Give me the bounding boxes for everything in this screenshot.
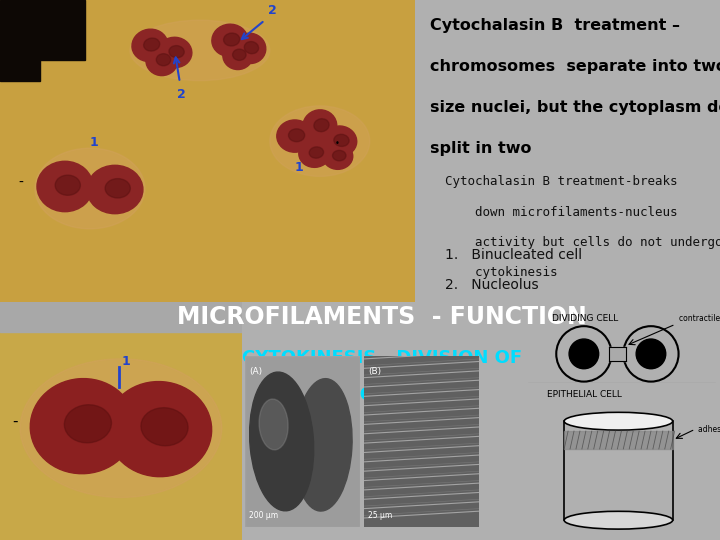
Text: 1: 1 bbox=[122, 355, 131, 368]
Text: cytokinesis: cytokinesis bbox=[445, 266, 558, 279]
Text: MICROFILAMENTS  - FUNCTION: MICROFILAMENTS - FUNCTION bbox=[177, 305, 588, 329]
Ellipse shape bbox=[35, 148, 145, 229]
Text: chromosomes  separate into two normal: chromosomes separate into two normal bbox=[430, 59, 720, 74]
Text: down microfilaments-nucleus: down microfilaments-nucleus bbox=[445, 206, 678, 219]
Ellipse shape bbox=[294, 379, 352, 511]
Text: activity but cells do not undergo: activity but cells do not undergo bbox=[445, 236, 720, 249]
Ellipse shape bbox=[564, 413, 672, 430]
Text: Cytochalasin B  treatment –: Cytochalasin B treatment – bbox=[430, 18, 680, 33]
Ellipse shape bbox=[30, 379, 135, 474]
Ellipse shape bbox=[323, 143, 353, 170]
Text: DIVIDING CELL: DIVIDING CELL bbox=[552, 314, 618, 323]
Ellipse shape bbox=[250, 372, 314, 511]
Text: 1.   Binucleated cell: 1. Binucleated cell bbox=[445, 248, 582, 262]
Ellipse shape bbox=[323, 126, 356, 156]
Ellipse shape bbox=[37, 161, 93, 212]
Ellipse shape bbox=[259, 399, 288, 450]
Ellipse shape bbox=[289, 129, 305, 141]
Ellipse shape bbox=[303, 110, 337, 142]
Text: Cytochalasin B treatment-breaks: Cytochalasin B treatment-breaks bbox=[445, 176, 678, 188]
Ellipse shape bbox=[309, 147, 323, 158]
Text: 2: 2 bbox=[268, 4, 276, 17]
Ellipse shape bbox=[130, 20, 270, 80]
Ellipse shape bbox=[212, 24, 248, 57]
Ellipse shape bbox=[20, 359, 222, 497]
Ellipse shape bbox=[107, 382, 212, 477]
Bar bbox=[0, 302, 242, 332]
Circle shape bbox=[569, 339, 598, 369]
Ellipse shape bbox=[144, 38, 160, 51]
Text: size nuclei, but the cytoplasm does not: size nuclei, but the cytoplasm does not bbox=[430, 100, 720, 115]
Text: -: - bbox=[18, 176, 23, 190]
Ellipse shape bbox=[105, 179, 130, 198]
Text: split in two: split in two bbox=[430, 140, 531, 156]
Ellipse shape bbox=[314, 119, 329, 132]
Ellipse shape bbox=[55, 175, 81, 195]
Text: 1: 1 bbox=[90, 136, 99, 149]
Ellipse shape bbox=[276, 120, 312, 152]
Text: 2: 2 bbox=[177, 87, 186, 100]
Ellipse shape bbox=[158, 37, 192, 68]
Text: (B): (B) bbox=[368, 367, 382, 376]
Text: CYTOPLASM: CYTOPLASM bbox=[320, 386, 444, 404]
Ellipse shape bbox=[141, 408, 188, 446]
Ellipse shape bbox=[224, 33, 240, 46]
Text: 200 μm: 200 μm bbox=[249, 511, 279, 519]
Bar bbox=[564, 431, 672, 449]
Ellipse shape bbox=[244, 42, 258, 53]
Text: CYTOKINESIS - DIVISION OF: CYTOKINESIS - DIVISION OF bbox=[242, 349, 523, 367]
Ellipse shape bbox=[132, 29, 168, 62]
Text: (A): (A) bbox=[249, 367, 263, 376]
Ellipse shape bbox=[87, 165, 143, 214]
Bar bbox=[608, 347, 626, 361]
Text: EPITHELIAL CELL: EPITHELIAL CELL bbox=[547, 389, 622, 399]
Bar bbox=[0, 0, 85, 60]
Ellipse shape bbox=[333, 150, 346, 161]
Ellipse shape bbox=[233, 49, 246, 60]
Ellipse shape bbox=[270, 106, 370, 177]
Text: 25 μm: 25 μm bbox=[368, 511, 392, 519]
Ellipse shape bbox=[334, 134, 349, 146]
Text: adhesion b: adhesion b bbox=[698, 424, 720, 434]
Ellipse shape bbox=[234, 33, 266, 64]
Ellipse shape bbox=[156, 53, 171, 66]
Text: •: • bbox=[335, 139, 340, 148]
Text: 1: 1 bbox=[294, 161, 304, 174]
Ellipse shape bbox=[299, 139, 330, 167]
Ellipse shape bbox=[169, 45, 184, 58]
Circle shape bbox=[636, 339, 666, 369]
Text: 2.   Nucleolus: 2. Nucleolus bbox=[445, 278, 539, 292]
Bar bbox=[0, 50, 40, 80]
Text: contractile ring: contractile ring bbox=[678, 314, 720, 323]
Ellipse shape bbox=[564, 511, 672, 529]
Ellipse shape bbox=[223, 42, 253, 70]
Ellipse shape bbox=[64, 405, 112, 443]
Ellipse shape bbox=[146, 45, 178, 76]
Text: -: - bbox=[12, 414, 17, 429]
